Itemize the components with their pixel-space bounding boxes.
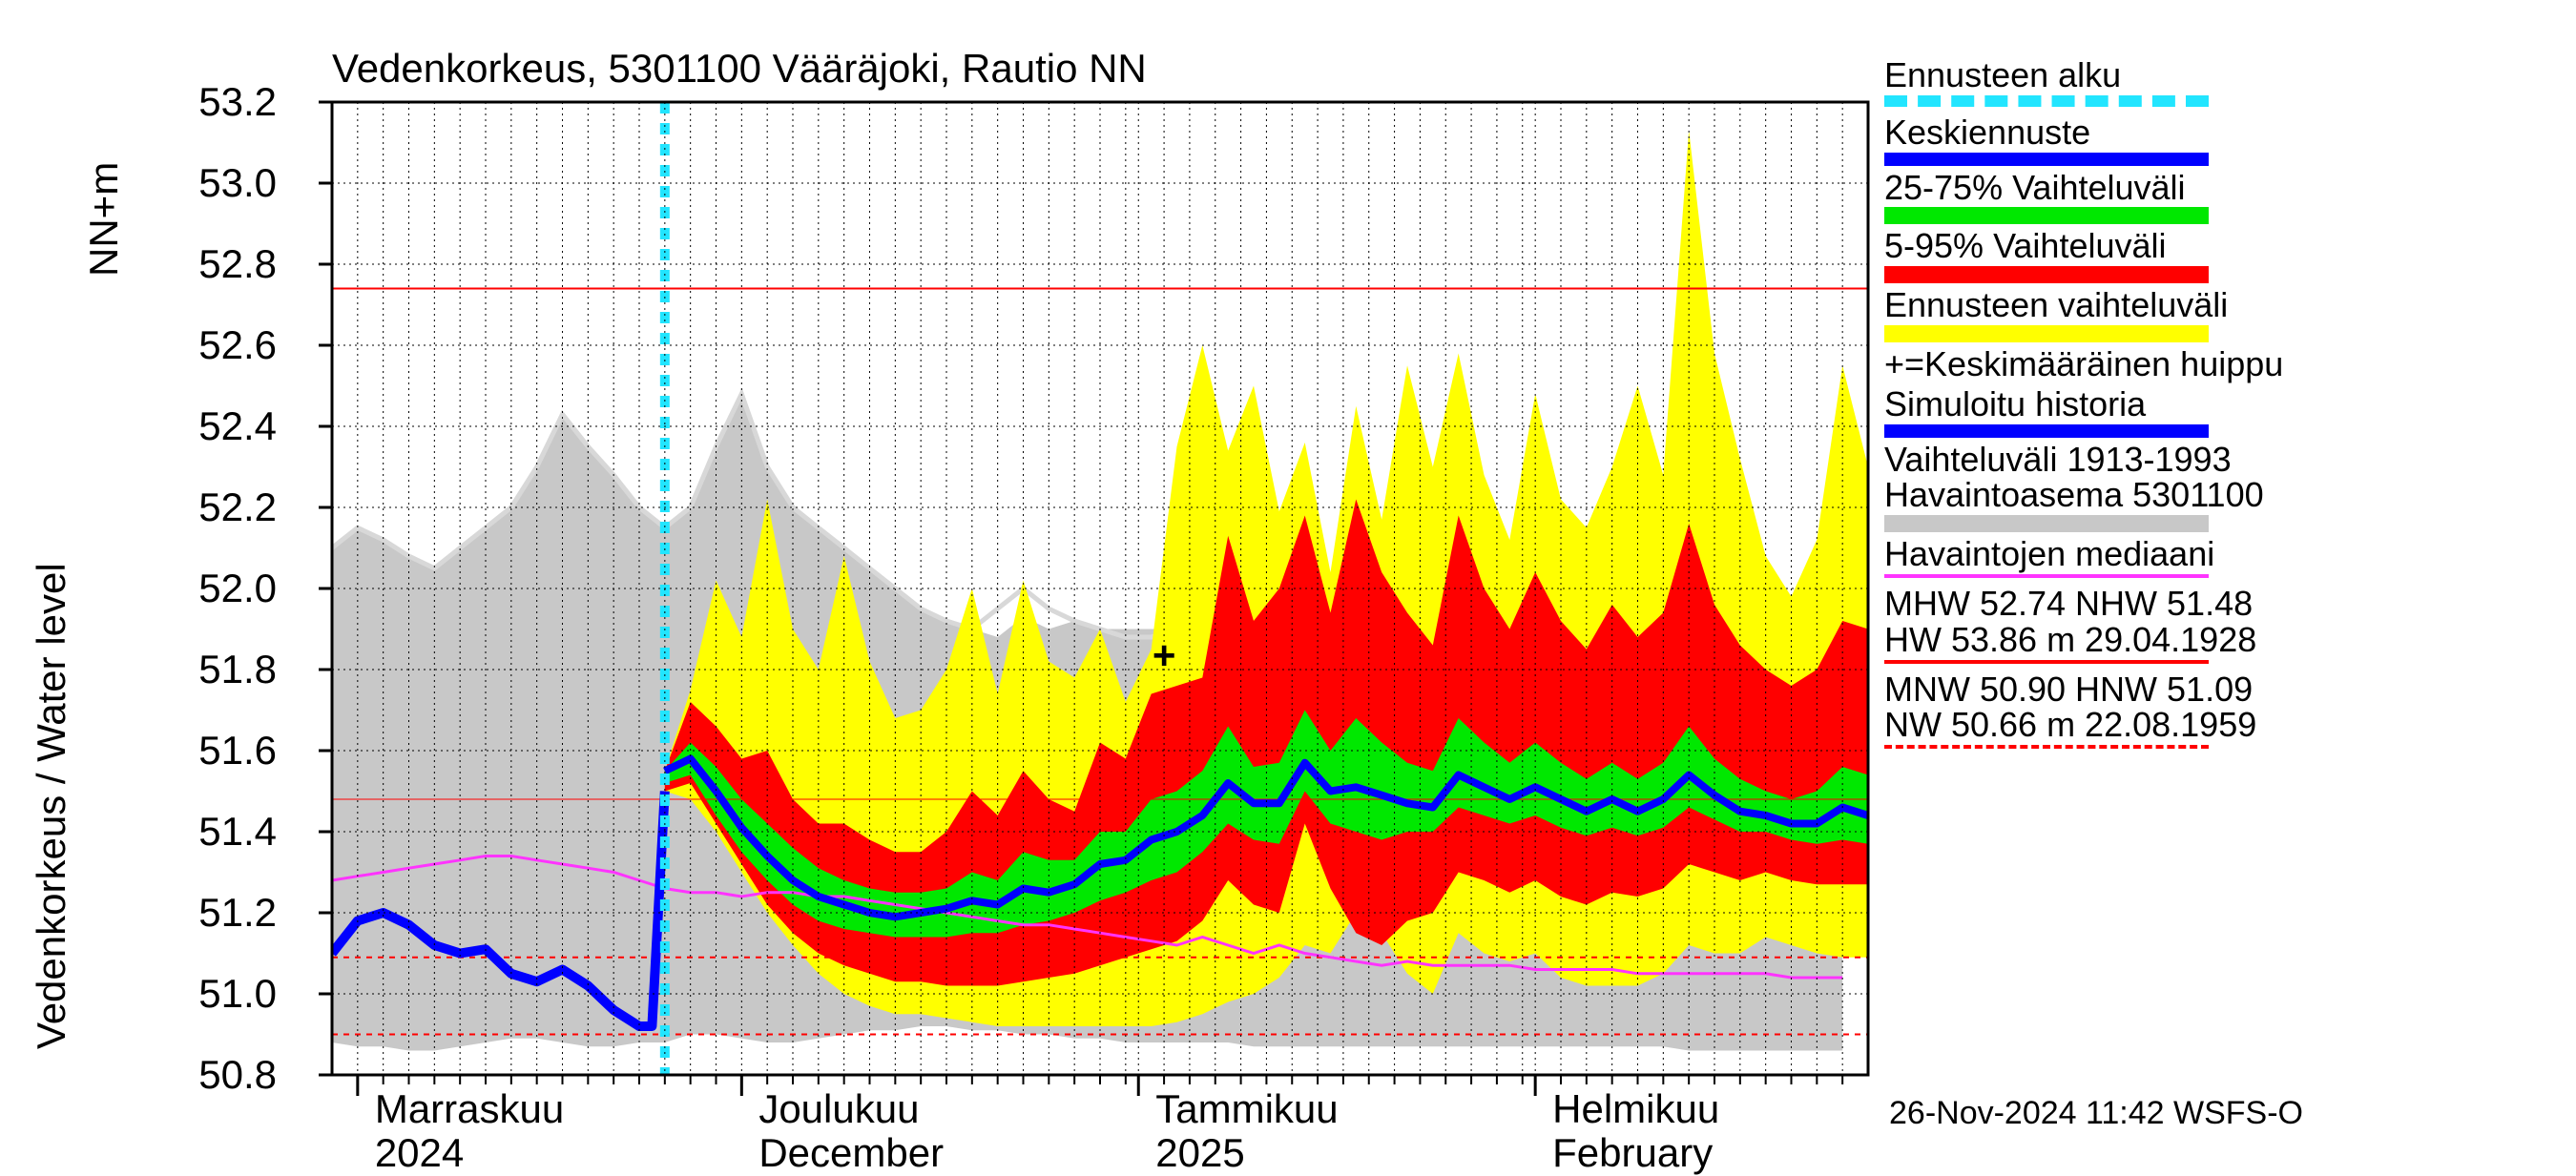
legend-item: +=Keskimääräinen huippu [1884,346,2552,386]
legend-label: Ennusteen alku [1884,57,2552,93]
legend-label: +=Keskimääräinen huippu [1884,346,2552,382]
legend-item: Havaintojen mediaani [1884,536,2552,578]
y-tick-label: 51.0 [172,971,277,1017]
legend-sublabel: Havaintoasema 5301100 [1884,477,2552,513]
x-tick-label-en: 2025 [1155,1130,1244,1176]
legend-swatch [1884,266,2209,283]
x-tick-label-fi: Helmikuu [1552,1086,1719,1132]
legend-label: 25-75% Vaihteluväli [1884,170,2552,206]
y-tick-label: 52.6 [172,322,277,368]
x-tick-label-fi: Marraskuu [375,1086,564,1132]
legend-swatch [1884,574,2209,578]
legend-label: Vaihteluväli 1913-1993 [1884,442,2552,478]
legend-swatch [1884,745,2209,749]
legend-sublabel: NW 50.66 m 22.08.1959 [1884,707,2552,743]
legend-item: Ennusteen vaihteluväli [1884,287,2552,342]
x-tick-label-en: February [1552,1130,1713,1176]
legend-item: Simuloitu historia [1884,386,2552,438]
x-tick-label-en: December [758,1130,944,1176]
legend-item: 5-95% Vaihteluväli [1884,228,2552,283]
legend-item: Vaihteluväli 1913-1993 Havaintoasema 530… [1884,442,2552,533]
legend-label: 5-95% Vaihteluväli [1884,228,2552,264]
legend-swatch [1884,153,2209,166]
y-tick-label: 52.2 [172,485,277,530]
y-tick-label: 51.6 [172,728,277,774]
y-tick-label: 52.0 [172,566,277,611]
y-tick-label: 53.0 [172,160,277,206]
y-tick-label: 51.2 [172,890,277,936]
legend-item: 25-75% Vaihteluväli [1884,170,2552,225]
legend-swatch [1884,515,2209,532]
y-tick-label: 51.8 [172,647,277,692]
legend-item: MHW 52.74 NHW 51.48HW 53.86 m 29.04.1928 [1884,586,2552,664]
legend-label: MHW 52.74 NHW 51.48 [1884,586,2552,622]
legend-swatch [1884,207,2209,224]
y-tick-label: 51.4 [172,809,277,855]
legend-label: Havaintojen mediaani [1884,536,2552,572]
x-tick-label-fi: Tammikuu [1155,1086,1338,1132]
y-tick-label: 52.4 [172,403,277,449]
y-tick-label: 52.8 [172,241,277,287]
y-tick-label: 53.2 [172,79,277,125]
legend-item: Keskiennuste [1884,114,2552,166]
x-tick-label-en: 2024 [375,1130,464,1176]
legend-label: MNW 50.90 HNW 51.09 [1884,671,2552,708]
legend-label: Simuloitu historia [1884,386,2552,423]
x-tick-label-fi: Joulukuu [758,1086,919,1132]
y-tick-label: 50.8 [172,1052,277,1098]
legend-swatch [1884,424,2209,438]
legend-swatch [1884,660,2209,664]
legend-swatch [1884,95,2209,107]
legend-label: Keskiennuste [1884,114,2552,151]
legend-label: Ennusteen vaihteluväli [1884,287,2552,323]
legend-swatch [1884,325,2209,342]
legend-item: Ennusteen alku [1884,57,2552,107]
svg-text:+: + [1153,632,1176,677]
legend-sublabel: HW 53.86 m 29.04.1928 [1884,622,2552,658]
footer-timestamp: 26-Nov-2024 11:42 WSFS-O [1889,1095,2303,1132]
legend: Ennusteen alku Keskiennuste 25-75% Vaihtel… [1884,57,2552,756]
legend-item: MNW 50.90 HNW 51.09NW 50.66 m 22.08.1959 [1884,671,2552,750]
